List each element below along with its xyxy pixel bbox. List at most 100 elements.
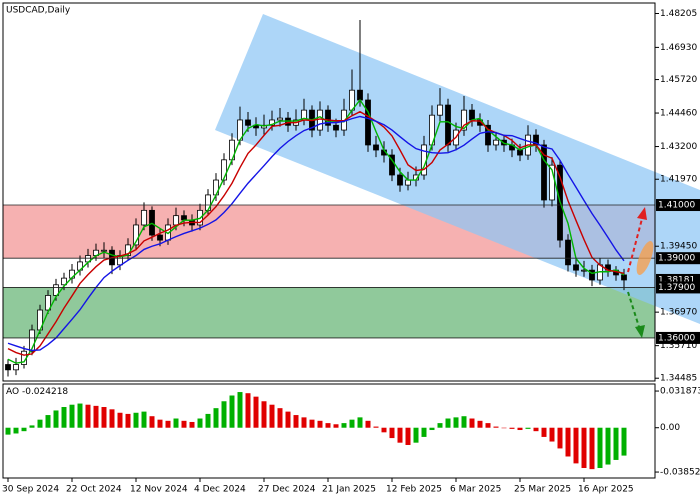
x-tick-label: 4 Dec 2024 (194, 485, 246, 495)
candle-body (141, 209, 147, 226)
level-label-box (656, 199, 700, 212)
candle-body (621, 274, 627, 281)
ao-bar (189, 421, 195, 428)
y-tick-label: 1.39450 (660, 242, 697, 252)
candle-body (253, 124, 259, 129)
up-arrow-head (637, 207, 647, 220)
y-tick-label: 1.34485 (660, 374, 697, 384)
candle-body (5, 364, 11, 371)
candle-body (437, 104, 443, 116)
ao-bar (565, 427, 571, 457)
ao-last-value: -0.024218 (22, 387, 68, 397)
chart-title: USDCAD,Daily (6, 6, 71, 16)
ao-bar (285, 411, 291, 428)
ao-bar (221, 401, 227, 428)
ao-bar (293, 415, 299, 428)
ao-bar (477, 420, 483, 428)
axes: 1.48205 1.46930 1.45720 1.44460 1.43200 1.419… (2, 9, 700, 495)
ao-bar (309, 419, 315, 428)
ao-bar (333, 424, 339, 428)
ao-bar (589, 427, 595, 470)
candle-body (245, 119, 251, 126)
ao-bar (237, 392, 243, 428)
ao-bar (341, 423, 347, 428)
ao-bar (365, 420, 371, 428)
ao-bar (173, 418, 179, 428)
ao-bar (157, 419, 163, 428)
level-label-box (656, 331, 700, 344)
x-tick-label: 12 Feb 2025 (386, 485, 442, 495)
ao-bar (381, 427, 387, 433)
y-tick-label: 1.46930 (660, 43, 697, 53)
candle-body (269, 119, 275, 126)
x-tick-label: 27 Dec 2024 (258, 485, 316, 495)
price-label: 1.38181 (658, 275, 695, 285)
candle-body (277, 117, 283, 121)
ao-bar (213, 408, 219, 428)
candle-body (397, 174, 403, 186)
candle-body (365, 99, 371, 146)
y-tick-label: 1.43200 (660, 142, 697, 152)
candle-body (173, 215, 179, 226)
ao-bar (149, 416, 155, 428)
candle-body (45, 295, 51, 311)
ao-bar (597, 427, 603, 468)
ao-bar (317, 420, 323, 428)
candle-body (61, 277, 67, 286)
ao-bar (77, 403, 83, 428)
ao-title: AO -0.024218 (6, 387, 68, 397)
ao-bar (85, 404, 91, 428)
ao-bar (301, 417, 307, 428)
ao-bar (325, 423, 331, 428)
level-label-box (656, 281, 700, 294)
ao-bar (93, 405, 99, 428)
ao-bar (469, 418, 475, 428)
ao-bar (397, 427, 403, 443)
candle-body (53, 284, 59, 296)
candle-body (405, 179, 411, 186)
ao-bar (493, 426, 499, 428)
ao-bar (101, 407, 107, 428)
moving-average (7, 98, 625, 364)
candle-body (101, 249, 107, 252)
ao-bar (349, 419, 355, 428)
candle-body (581, 269, 587, 272)
ao-bar (141, 411, 147, 428)
candle-body (13, 364, 19, 371)
ao-bar (197, 418, 203, 428)
trend-channel (215, 14, 700, 324)
ao-bar (109, 409, 115, 428)
ao-bar (389, 427, 395, 439)
y-tick-label: 1.45720 (660, 75, 697, 85)
candle-body (541, 144, 547, 201)
ao-bar (357, 417, 363, 428)
candle-body (133, 224, 139, 246)
ao-bar (485, 423, 491, 428)
candle-body (445, 104, 451, 146)
ao-bar (373, 426, 379, 428)
main-frame (2, 2, 656, 382)
ao-bar (133, 412, 139, 428)
ao-bar (541, 427, 547, 437)
ao-bar (277, 408, 283, 428)
ao-bar (45, 415, 51, 428)
ao-bar (117, 412, 123, 428)
ao-bar (461, 416, 467, 428)
ao-bar (269, 404, 275, 428)
candle-body (357, 89, 363, 101)
x-tick-label: 25 Mar 2025 (514, 485, 571, 495)
highlight-ellipse (636, 240, 654, 276)
x-tick-label: 22 Oct 2024 (66, 485, 122, 495)
ao-bar (165, 420, 171, 428)
y-tick-label: 1.36970 (660, 308, 697, 318)
ao-bar (13, 427, 19, 434)
ao-bar (581, 427, 587, 468)
ao-bar (205, 413, 211, 428)
ao-bar (621, 427, 627, 456)
ao-bar (29, 425, 35, 428)
down-arrow-head (635, 325, 645, 338)
candle-body (589, 269, 595, 281)
plot (3, 20, 655, 470)
ao-bar (37, 419, 43, 428)
